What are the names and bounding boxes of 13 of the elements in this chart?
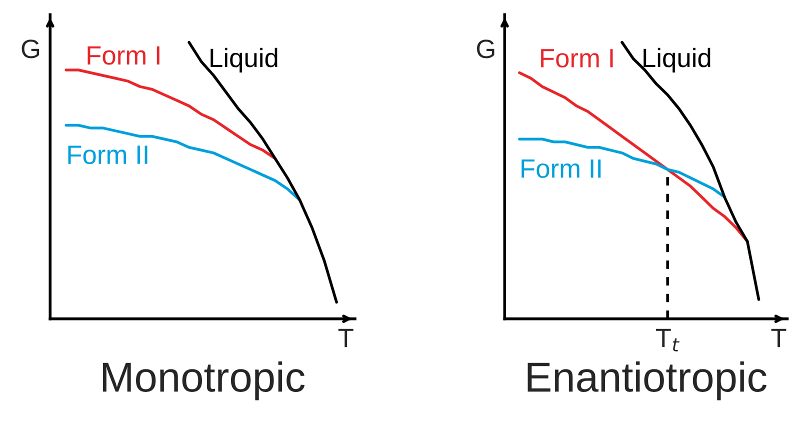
series-label: Liquid	[644, 48, 710, 72]
y-axis-title: G	[22, 40, 40, 58]
series-label: Form II	[68, 146, 148, 164]
series-label: Form I	[88, 46, 160, 65]
text: T$_{t}$	[656, 328, 680, 352]
series-label: Form I	[541, 49, 613, 68]
x-axis-title: T	[771, 328, 786, 348]
y-axis-title: G	[476, 40, 494, 58]
x-axis-title: T	[338, 328, 354, 348]
series-label: Liquid	[210, 48, 278, 72]
text: Enantiotropic	[528, 361, 766, 400]
series-label: Form II	[522, 160, 601, 178]
text: Monotropic	[102, 361, 305, 400]
